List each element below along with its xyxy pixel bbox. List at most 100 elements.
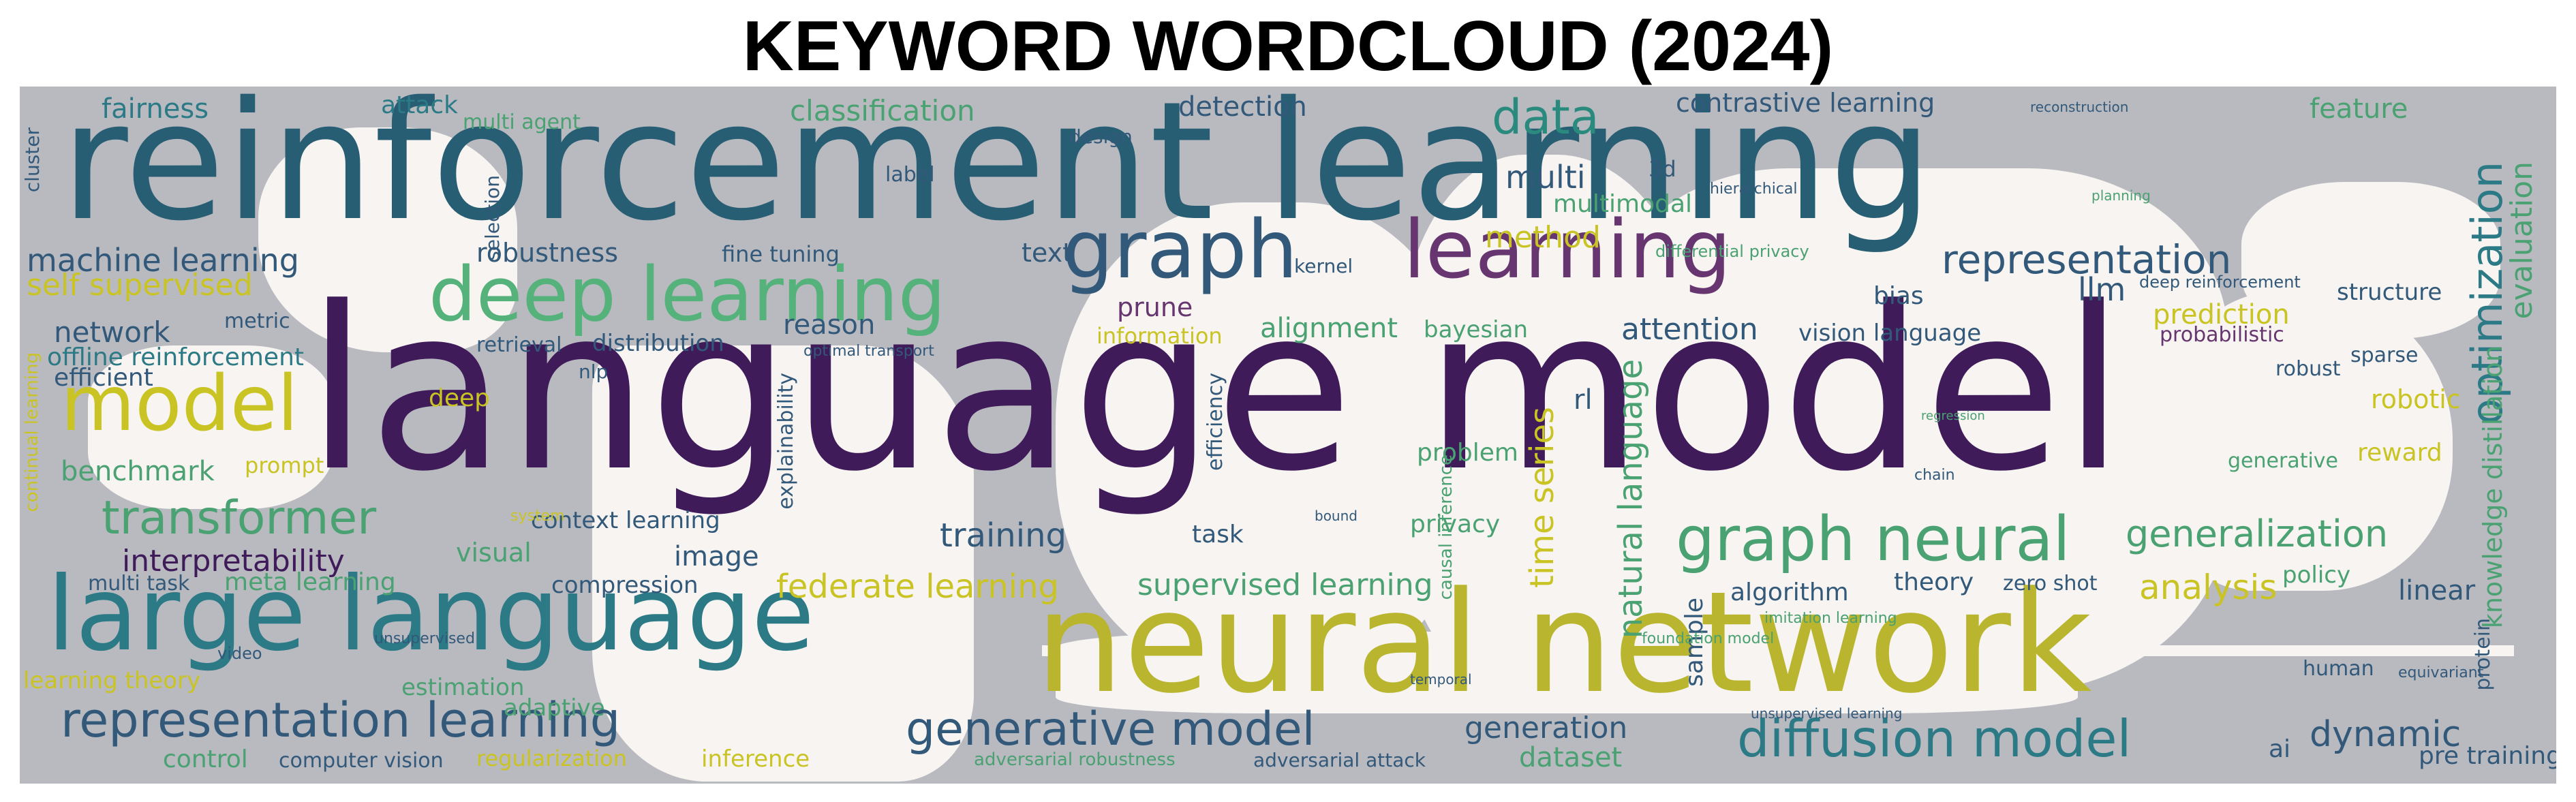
word-problem: problem — [1417, 439, 1518, 467]
word-reason: reason — [783, 309, 876, 341]
word-bound: bound — [1315, 508, 1358, 524]
word-language-model: language model — [306, 259, 2125, 521]
word-explainability: explainability — [774, 373, 798, 510]
word-bias: bias — [1873, 282, 1924, 310]
word-pre-training: pre training — [2419, 742, 2556, 770]
word-deep-reinforcement: deep reinforcement — [2139, 273, 2301, 292]
word-network: network — [54, 315, 170, 349]
word-temporal: temporal — [1410, 671, 1472, 688]
word-federate-learning: federate learning — [776, 568, 1060, 606]
word-time-series: time series — [1523, 407, 1561, 588]
word-selection: selection — [481, 175, 504, 261]
word-control: control — [163, 745, 248, 773]
word-learning-theory: learning theory — [23, 667, 201, 694]
word-generative: generative — [2228, 449, 2338, 473]
word-probabilistic: probabilistic — [2160, 323, 2284, 347]
word-generation: generation — [1465, 711, 1628, 745]
word-unsupervised-learning: unsupervised learning — [1751, 705, 1903, 722]
mask-shape — [258, 127, 517, 352]
word-adaptive: adaptive — [504, 694, 605, 722]
word-llm: llm — [2078, 271, 2126, 308]
word-label: label — [885, 163, 935, 187]
word-linear: linear — [2398, 575, 2476, 606]
word-large-language: large language — [47, 555, 815, 674]
word-prediction: prediction — [2153, 299, 2290, 330]
word-causal-inference: causal inference — [1436, 454, 1456, 600]
word-method: method — [1485, 220, 1601, 255]
word-machine-learning: machine learning — [27, 242, 299, 279]
word-metric: metric — [224, 309, 290, 333]
word-interpretability: interpretability — [122, 544, 345, 579]
word-imitation-learning: imitation learning — [1764, 610, 1897, 627]
word-algorithm: algorithm — [1730, 579, 1849, 606]
word-graph-neural: graph neural — [1676, 504, 2070, 575]
word-analysis: analysis — [2139, 568, 2278, 607]
word-nlp: nlp — [579, 360, 609, 383]
word-reward: reward — [2357, 439, 2442, 467]
word-feature: feature — [2310, 93, 2408, 125]
word-knowledge-distillation: knowledge distillation — [2478, 345, 2508, 629]
word-visual: visual — [456, 538, 532, 568]
word-efficient: efficient — [54, 364, 153, 392]
word-prune: prune — [1117, 292, 1193, 322]
word-generative-model: generative model — [906, 703, 1315, 756]
word-multi-task: multi task — [88, 572, 190, 596]
word-robustness: robustness — [476, 238, 618, 268]
word-human: human — [2303, 657, 2374, 681]
word-zero-shot: zero shot — [2003, 572, 2098, 596]
word-continual-learning: continual learning — [22, 352, 42, 512]
word-optimal-transport: optimal transport — [803, 343, 934, 360]
word-cluster: cluster — [21, 127, 44, 193]
word-adversarial-attack: adversarial attack — [1253, 749, 1426, 771]
word-contrastive-learning: contrastive learning — [1676, 88, 1935, 118]
word-detection: detection — [1178, 91, 1307, 123]
word-planning: planning — [2091, 187, 2151, 204]
word-deep: deep — [429, 384, 490, 412]
word-regression: regression — [1921, 409, 1985, 423]
word-reconstruction: reconstruction — [2030, 99, 2129, 115]
word-evaluation: evaluation — [2504, 161, 2539, 320]
word-fairness: fairness — [102, 93, 209, 125]
word-unsupervised: unsupervised — [374, 630, 475, 647]
word-information: information — [1097, 323, 1223, 349]
word-text: text — [1022, 238, 1073, 268]
word-foundation-model: foundation model — [1642, 630, 1775, 647]
word-robotic: robotic — [2371, 384, 2461, 414]
word-attack: attack — [381, 91, 458, 119]
word-video: video — [217, 644, 262, 663]
word-protein: protein — [2471, 618, 2495, 691]
word-inference: inference — [701, 745, 810, 773]
word-meta-learning: meta learning — [224, 568, 396, 596]
word-privacy: privacy — [1410, 510, 1501, 538]
word-robust: robust — [2275, 357, 2341, 381]
word-3d: 3d — [1649, 156, 1676, 182]
word-model: model — [61, 360, 298, 448]
word-system: system — [510, 508, 565, 525]
word-compression: compression — [551, 572, 699, 599]
word-attention: attention — [1621, 312, 1758, 347]
word-chain: chain — [1914, 467, 1955, 484]
mask-shape — [88, 345, 333, 509]
word-sparse: sparse — [2350, 343, 2419, 367]
word-rl: rl — [1574, 384, 1593, 416]
word-classification: classification — [790, 94, 975, 127]
word-kernel: kernel — [1294, 255, 1353, 277]
word-supervised-learning: supervised learning — [1137, 568, 1433, 602]
word-regularization: regularization — [476, 745, 627, 771]
word-structure: structure — [2337, 279, 2442, 306]
word-natural-language: natural language — [1612, 359, 1650, 639]
word-learning: learning — [1403, 202, 1732, 296]
word-design: design — [1069, 125, 1133, 148]
word-vision-language: vision language — [1798, 320, 1982, 347]
word-diffusion-model: diffusion model — [1737, 709, 2132, 769]
word-data: data — [1492, 89, 1599, 145]
word-prompt: prompt — [245, 452, 324, 478]
word-dynamic: dynamic — [2310, 714, 2462, 755]
chart-title: KEYWORD WORDCLOUD (2024) — [742, 7, 1834, 86]
word-multi-agent: multi agent — [463, 110, 581, 134]
mask-shape — [2241, 182, 2500, 339]
word-efficiency: efficiency — [1203, 373, 1227, 472]
word-deep-learning: deep learning — [429, 251, 946, 338]
word-hierarchical: hierarchical — [1710, 181, 1798, 198]
word-training: training — [940, 516, 1067, 555]
